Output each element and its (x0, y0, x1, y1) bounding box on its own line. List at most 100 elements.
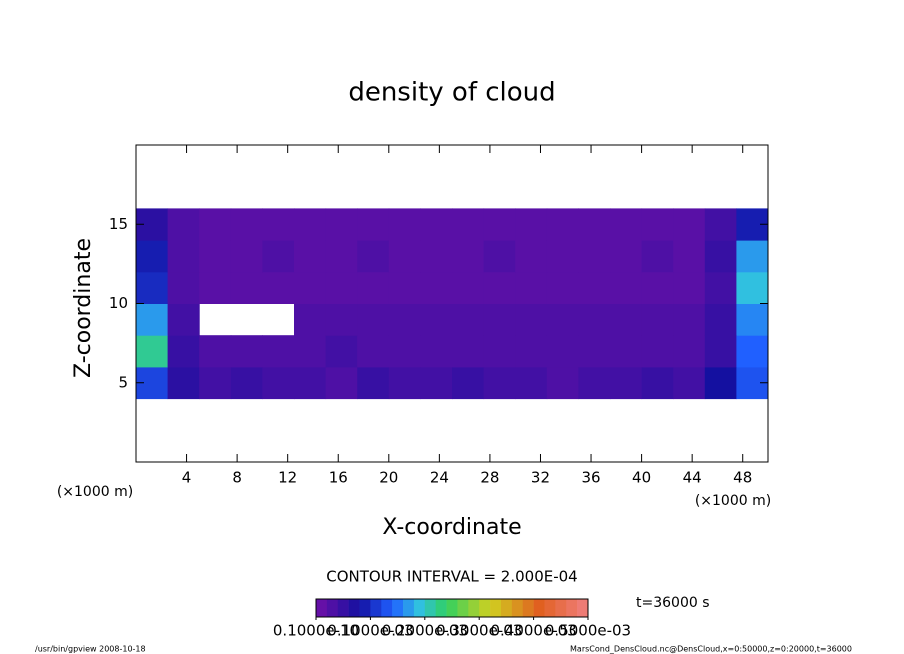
y-tick-label: 10 (109, 294, 128, 312)
colorbar-tick-label: 0.3000e-03 (436, 622, 522, 640)
y-axis-label: Z-coordinate (71, 238, 96, 378)
cell (673, 271, 706, 304)
cell (325, 208, 358, 241)
cell (420, 240, 453, 273)
cell (736, 271, 769, 304)
cell (357, 208, 390, 241)
colorbar-band (370, 599, 382, 617)
cell (641, 240, 674, 273)
cell (610, 366, 643, 400)
cell (199, 271, 232, 304)
cell (325, 303, 358, 336)
x-tick-label: 48 (733, 469, 752, 487)
cell (199, 366, 232, 400)
cell (452, 208, 485, 241)
colorbar-band (522, 599, 534, 617)
colorbar-band (326, 599, 339, 617)
cell (388, 271, 421, 304)
cell (452, 335, 485, 368)
cell (515, 335, 548, 368)
cell (136, 303, 169, 336)
cell (673, 335, 706, 368)
chart-title: density of cloud (348, 78, 555, 108)
unit-label: (×1000 m) (57, 484, 133, 500)
cell (420, 366, 453, 400)
cell (704, 240, 737, 273)
cell (641, 366, 674, 400)
cell (578, 366, 611, 400)
colorbar-band (479, 599, 491, 617)
cell (704, 208, 737, 241)
x-tick-label: 40 (632, 469, 651, 487)
cell (420, 335, 453, 368)
colorbar-band (533, 599, 545, 617)
cell (357, 303, 390, 336)
cell (262, 271, 295, 304)
colorbar-tick-label: 0.4000e-03 (490, 622, 576, 640)
cell (294, 366, 327, 400)
cell (167, 366, 200, 400)
colorbar-band (359, 599, 371, 617)
cell (673, 303, 706, 336)
cell (230, 240, 263, 273)
cell (388, 240, 421, 273)
cell (294, 208, 327, 241)
x-tick-label: 44 (683, 469, 702, 487)
cell (452, 240, 485, 273)
cell (578, 303, 611, 336)
cell (294, 335, 327, 368)
cell (167, 208, 200, 241)
x-tick-label: 24 (430, 469, 449, 487)
cell (325, 335, 358, 368)
x-tick-label: 16 (329, 469, 348, 487)
cell (388, 208, 421, 241)
cell (704, 335, 737, 368)
cell (546, 208, 579, 241)
cell (357, 335, 390, 368)
cell (167, 271, 200, 304)
cell (136, 335, 169, 368)
x-tick-label: 4 (182, 469, 192, 487)
colorbar-band (381, 599, 393, 617)
colorbar-band (544, 599, 556, 617)
cell (325, 240, 358, 273)
colorbar-band (413, 599, 426, 617)
colorbar-band (577, 599, 589, 617)
cell (452, 303, 485, 336)
cell (294, 303, 327, 336)
x-tick-label: 36 (581, 469, 600, 487)
cell (515, 271, 548, 304)
x-tick-label: 20 (379, 469, 398, 487)
cell (167, 303, 200, 336)
cell (199, 208, 232, 241)
cell (136, 271, 169, 304)
cell (357, 366, 390, 400)
cell (388, 335, 421, 368)
cell (420, 208, 453, 241)
cell (641, 303, 674, 336)
colorbar-band (446, 599, 458, 617)
cell (736, 240, 769, 273)
cell (230, 208, 263, 241)
colorbar-tick-label: 0.5000e-03 (545, 622, 631, 640)
colorbar-tick-label: 0.1000e-03 (327, 622, 413, 640)
colorbar-band (566, 599, 578, 617)
cell (230, 271, 263, 304)
time-label: t=36000 s (636, 595, 710, 611)
colorbar-band (435, 599, 447, 617)
cell (546, 271, 579, 304)
colorbar-band (490, 599, 502, 617)
contour-interval: CONTOUR INTERVAL = 2.000E-04 (326, 568, 577, 586)
cell (736, 303, 769, 336)
cell (515, 208, 548, 241)
x-tick-label: 28 (480, 469, 499, 487)
cell (704, 303, 737, 336)
colorbar-tick-label: 0.2000e-03 (382, 622, 468, 640)
cell (483, 208, 516, 241)
cell (357, 271, 390, 304)
cell (704, 271, 737, 304)
cell (578, 240, 611, 273)
cell (578, 271, 611, 304)
x-tick-label: 32 (531, 469, 550, 487)
cell (136, 240, 169, 273)
